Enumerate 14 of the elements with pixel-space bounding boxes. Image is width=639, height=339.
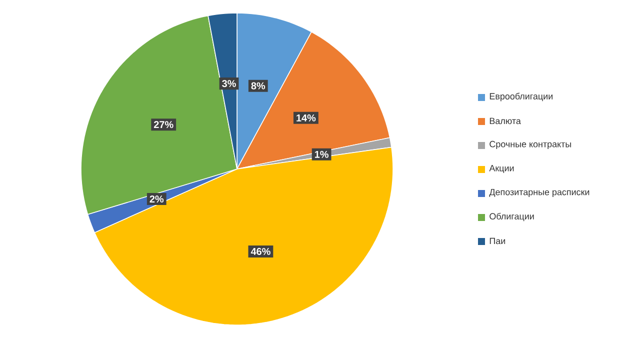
legend-label: Паи — [490, 238, 506, 244]
data-label: 27% — [154, 121, 174, 128]
legend-label: Валюта — [490, 118, 521, 124]
legend-label: Депозитарные расписки — [489, 188, 590, 198]
legend-label: Еврооблигации — [490, 92, 552, 102]
data-label: 3% — [222, 80, 236, 88]
legend-label: Срочные контракты — [490, 140, 571, 150]
data-label: 1% — [314, 150, 328, 158]
data-label: 8% — [251, 82, 266, 90]
data-label: 2% — [150, 196, 164, 203]
data-label: 46% — [250, 248, 270, 255]
data-label: 14% — [296, 114, 316, 122]
legend-label: Облигации — [490, 212, 534, 222]
legend-label: Акции — [489, 165, 514, 173]
